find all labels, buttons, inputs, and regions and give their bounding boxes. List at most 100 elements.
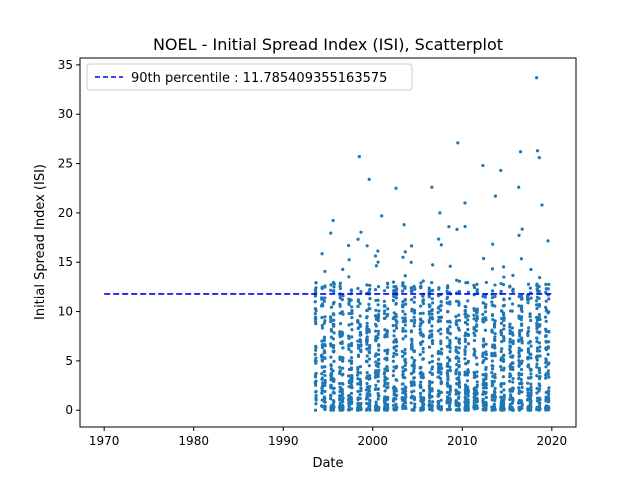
scatter-point <box>403 363 407 367</box>
scatter-point <box>419 385 423 389</box>
scatter-point <box>519 318 523 322</box>
scatter-point <box>376 374 380 379</box>
scatter-point <box>412 358 416 362</box>
scatter-point <box>448 392 452 397</box>
scatter-point <box>547 386 551 390</box>
scatter-point <box>529 390 533 395</box>
scatter-point <box>466 318 470 322</box>
scatter-point <box>320 391 324 395</box>
scatter-point <box>331 402 335 406</box>
scatter-point <box>517 373 521 377</box>
scatter-point <box>376 260 380 264</box>
scatter-point <box>382 289 387 293</box>
scatter-point <box>448 369 452 373</box>
scatter-point <box>377 309 381 313</box>
scatter-point <box>392 351 396 355</box>
scatter-point <box>508 351 512 355</box>
scatter-point <box>349 367 353 371</box>
scatter-point <box>347 343 351 347</box>
scatter-point <box>367 357 372 361</box>
scatter-point <box>473 333 477 338</box>
scatter-point <box>338 322 343 326</box>
scatter-point <box>508 347 512 352</box>
scatter-point <box>341 312 345 316</box>
scatter-point <box>517 391 521 395</box>
scatter-point <box>412 300 416 304</box>
scatter-point <box>365 283 369 287</box>
scatter-point <box>376 332 380 336</box>
scatter-point <box>493 283 497 287</box>
scatter-point <box>394 186 398 190</box>
scatter-point <box>463 348 467 352</box>
scatter-point <box>385 351 389 356</box>
scatter-point <box>501 283 506 287</box>
scatter-point <box>349 298 353 302</box>
scatter-point <box>359 230 363 234</box>
scatter-point <box>376 362 380 366</box>
scatter-point <box>463 392 468 396</box>
scatter-point <box>337 405 342 410</box>
scatter-point <box>490 398 494 402</box>
scatter-point <box>544 319 548 323</box>
scatter-point <box>445 301 449 305</box>
scatter-points <box>313 76 551 412</box>
scatter-point <box>365 321 369 325</box>
scatter-point <box>493 351 497 355</box>
scatter-point <box>475 370 479 374</box>
scatter-point <box>356 353 361 357</box>
scatter-point <box>511 273 515 278</box>
scatter-point <box>376 397 380 401</box>
scatter-point <box>510 396 515 400</box>
scatter-point <box>448 331 452 335</box>
scatter-point <box>517 314 521 318</box>
scatter-point <box>365 381 369 386</box>
scatter-point <box>365 359 369 363</box>
scatter-point <box>439 370 443 374</box>
scatter-point <box>412 308 417 312</box>
scatter-point <box>320 339 324 343</box>
scatter-point <box>456 396 461 401</box>
scatter-point <box>347 302 351 307</box>
scatter-point <box>376 365 380 369</box>
scatter-point <box>436 400 440 404</box>
scatter-point <box>358 302 362 306</box>
scatter-point <box>501 404 506 408</box>
scatter-point <box>517 400 521 405</box>
scatter-point <box>491 289 495 293</box>
scatter-point <box>520 322 524 326</box>
scatter-point <box>349 361 354 365</box>
scatter-point <box>484 377 488 381</box>
scatter-point <box>358 339 363 343</box>
scatter-point <box>331 337 335 341</box>
scatter-point <box>412 380 416 384</box>
scatter-point <box>475 289 479 293</box>
scatter-point <box>499 365 503 369</box>
scatter-point <box>517 364 521 368</box>
scatter-point <box>439 299 443 304</box>
scatter-point <box>501 359 506 364</box>
scatter-point <box>519 361 524 366</box>
scatter-point <box>403 312 407 316</box>
scatter-point <box>374 404 378 408</box>
scatter-point <box>537 313 541 317</box>
scatter-point <box>465 404 470 409</box>
scatter-point <box>368 384 372 389</box>
scatter-point <box>547 392 551 396</box>
scatter-point <box>490 364 494 368</box>
scatter-point <box>547 375 551 379</box>
scatter-point <box>510 326 515 330</box>
scatter-point <box>510 309 514 313</box>
scatter-point <box>490 354 494 358</box>
scatter-point <box>448 320 452 324</box>
scatter-point <box>457 300 461 304</box>
scatter-point <box>457 356 461 360</box>
scatter-point <box>421 279 425 283</box>
scatter-point <box>493 294 497 299</box>
scatter-point <box>391 373 395 378</box>
scatter-point <box>421 311 425 315</box>
scatter-point <box>313 288 317 292</box>
scatter-point <box>346 334 351 338</box>
scatter-point <box>481 392 485 396</box>
scatter-point <box>534 303 539 307</box>
scatter-point <box>457 385 462 389</box>
